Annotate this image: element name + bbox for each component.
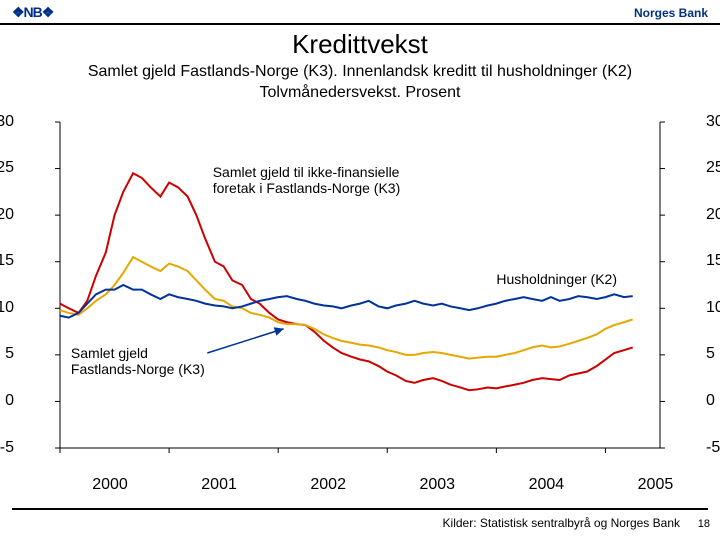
y-tick-label-right: 25 [706, 159, 720, 177]
footer-divider [12, 508, 708, 510]
chart-annotation: Husholdninger (K2) [496, 271, 617, 287]
y-tick-label: 30 [0, 113, 14, 131]
bank-name: Norges Bank [634, 6, 708, 20]
y-tick-label-right: 5 [706, 345, 715, 363]
x-tick-label: 2005 [638, 476, 674, 494]
line-chart: -5-5005510101515202025253030200020012002… [20, 112, 700, 472]
y-tick-label: -5 [0, 439, 14, 457]
y-tick-label-right: 30 [706, 113, 720, 131]
chart-annotation: Samlet gjeldFastlands-Norge (K3) [71, 345, 205, 377]
y-tick-label: 20 [0, 206, 14, 224]
header: ❖NB❖ Norges Bank [0, 0, 720, 25]
page-number: 18 [698, 518, 710, 530]
source-text: Kilder: Statistisk sentralbyrå og Norges… [443, 516, 680, 530]
x-tick-label: 2001 [201, 476, 237, 494]
y-tick-label: 15 [0, 252, 14, 270]
x-tick-label: 2004 [529, 476, 565, 494]
chart-annotation: Samlet gjeld til ikke-finansielleforetak… [213, 164, 401, 196]
y-tick-label-right: 20 [706, 206, 720, 224]
page-title: Kredittvekst [0, 29, 720, 60]
x-tick-label: 2002 [310, 476, 346, 494]
y-tick-label-right: 0 [706, 392, 715, 410]
y-tick-label-right: 15 [706, 252, 720, 270]
annotation-arrow [207, 328, 283, 352]
y-tick-label: 5 [5, 345, 14, 363]
page-subtitle: Samlet gjeld Fastlands-Norge (K3). Innen… [0, 62, 720, 104]
series-line [60, 285, 633, 318]
y-tick-label: 0 [5, 392, 14, 410]
logo: ❖NB❖ [12, 4, 53, 21]
y-tick-label-right: 10 [706, 299, 720, 317]
chart-container: -5-5005510101515202025253030200020012002… [20, 112, 700, 472]
y-tick-label: 25 [0, 159, 14, 177]
y-tick-label: 10 [0, 299, 14, 317]
x-tick-label: 2003 [419, 476, 455, 494]
x-tick-label: 2000 [92, 476, 128, 494]
y-tick-label-right: -5 [706, 439, 720, 457]
